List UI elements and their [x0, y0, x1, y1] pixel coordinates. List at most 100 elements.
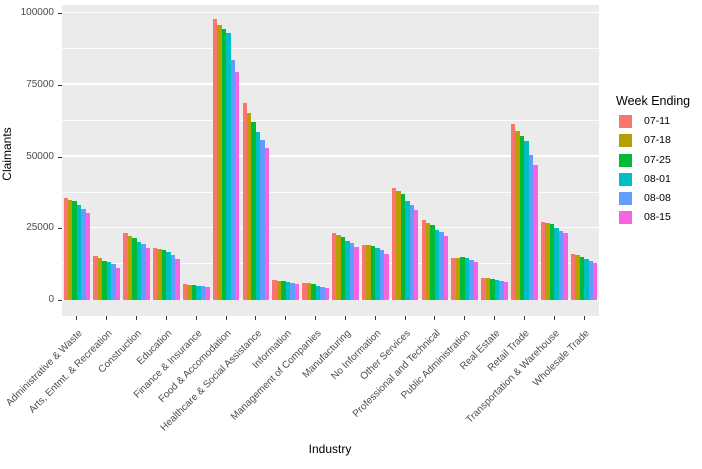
minor-gridline: [62, 263, 599, 265]
bar: [575, 254, 580, 300]
y-tick-mark: [58, 13, 62, 14]
legend-entry: 07-11: [616, 115, 702, 128]
bar: [290, 283, 295, 300]
legend-label: 08-15: [644, 211, 671, 224]
bar: [549, 223, 555, 300]
bar: [593, 262, 598, 300]
bar: [421, 219, 426, 300]
legend-entry: 07-25: [616, 153, 702, 167]
bar: [81, 208, 86, 300]
x-tick-mark: [553, 316, 555, 320]
bar: [255, 132, 261, 300]
bar: [294, 284, 300, 300]
bar: [584, 259, 589, 300]
y-tick-label: 100000: [20, 7, 54, 18]
y-tick-mark: [58, 228, 62, 230]
bar: [579, 256, 585, 300]
bar: [540, 221, 546, 300]
bar: [276, 280, 282, 300]
bar: [324, 288, 329, 300]
legend-label: 08-08: [644, 192, 671, 205]
legend-label: 07-25: [644, 153, 671, 166]
bar-group: [539, 5, 569, 300]
bar: [72, 201, 77, 300]
bar: [349, 243, 355, 300]
bar: [396, 190, 401, 300]
bar: [235, 71, 240, 300]
bar-group: [331, 5, 361, 300]
bar: [481, 277, 486, 300]
bar-group: [569, 5, 599, 300]
y-tick-mark: [58, 300, 62, 301]
bar: [570, 253, 576, 300]
bar: [430, 225, 435, 300]
bar-group: [450, 5, 480, 300]
bar: [375, 248, 380, 300]
bar: [196, 285, 201, 300]
bar: [111, 264, 116, 300]
bar: [200, 285, 206, 300]
bar: [545, 222, 550, 300]
bar: [361, 244, 367, 300]
bar: [182, 284, 188, 300]
bar: [153, 248, 158, 300]
major-gridline: [62, 155, 599, 157]
minor-gridline: [62, 119, 599, 121]
bar: [281, 281, 286, 300]
minor-gridline: [62, 191, 599, 193]
bar: [246, 113, 252, 300]
y-tick-label: 25000: [26, 222, 54, 234]
bar: [230, 60, 235, 300]
bar: [528, 155, 534, 300]
bar-group: [390, 5, 420, 300]
legend: Week Ending 07-11 07-18 07-25 08-01 08-08 08-…: [616, 94, 702, 231]
bar: [503, 282, 508, 300]
bar: [136, 242, 142, 300]
bar-group: [271, 5, 301, 300]
legend-title: Week Ending: [616, 94, 691, 108]
bar: [366, 245, 371, 300]
x-tick-mark: [523, 316, 525, 320]
bar: [115, 267, 121, 300]
bar: [76, 204, 82, 300]
legend-entry: 08-15: [616, 211, 702, 225]
bar: [439, 231, 444, 300]
y-tick-label: 0: [48, 294, 54, 305]
x-tick-mark: [136, 316, 138, 320]
bar: [311, 284, 316, 300]
x-tick-mark: [195, 316, 197, 320]
bar: [391, 188, 397, 300]
legend-label: 07-11: [644, 115, 671, 127]
bar: [102, 260, 107, 300]
minor-gridline: [62, 48, 599, 49]
bar: [260, 139, 265, 300]
legend-label: 08-01: [644, 172, 671, 185]
legend-entries: 07-11 07-18 07-25 08-01 08-08 08-15: [616, 115, 702, 225]
legend-swatch: [619, 172, 632, 186]
legend-swatch: [619, 153, 632, 167]
bar: [251, 122, 256, 300]
bar: [306, 283, 312, 300]
bar-group: [152, 5, 182, 300]
x-tick-mark: [374, 316, 376, 320]
x-tick-mark: [285, 316, 287, 320]
bar: [85, 213, 91, 300]
bar-group: [211, 5, 241, 300]
y-tick-label: 75000: [26, 78, 54, 90]
x-tick-mark: [464, 316, 466, 320]
bar: [145, 247, 150, 300]
x-tick-label: Wholesale Trade: [364, 323, 592, 389]
bar: [127, 235, 133, 300]
bar-group: [92, 5, 122, 300]
bar: [464, 257, 470, 300]
bar: [332, 232, 337, 300]
bar: [93, 255, 98, 300]
x-tick-mark: [165, 316, 167, 320]
bar: [384, 254, 389, 300]
bar: [485, 278, 491, 300]
bar: [285, 281, 291, 300]
bar: [141, 244, 146, 300]
bar: [405, 201, 410, 300]
bar: [166, 251, 171, 300]
